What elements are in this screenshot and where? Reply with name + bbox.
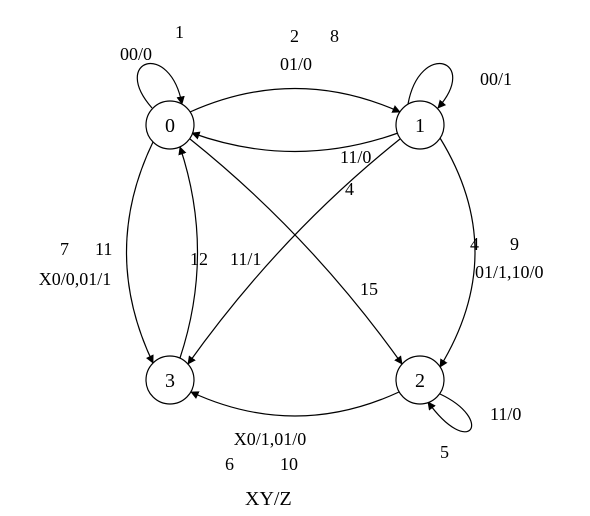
footer-legend: XY/Z [245, 488, 292, 510]
label-e-1-2: 01/1,10/0 [475, 262, 544, 282]
label-e-0-1: 01/0 [280, 54, 312, 74]
annot-12: 12 [190, 249, 208, 269]
annot-11: 11 [95, 239, 112, 259]
label-e-1-0: 11/0 [340, 147, 371, 167]
annot-15: 15 [360, 279, 378, 299]
annot-10: 10 [280, 454, 298, 474]
annot-1: 1 [175, 22, 184, 42]
state-node-3: 3 [146, 356, 194, 404]
label-loop1: 00/1 [480, 69, 512, 89]
state-node-1: 1 [396, 101, 444, 149]
state-node-0: 0 [146, 101, 194, 149]
label-e-0-3: X0/0,01/1 [39, 269, 112, 289]
annot-4a: 4 [345, 179, 354, 199]
label-e-2-3: X0/1,01/0 [234, 429, 307, 449]
label-loop0: 00/0 [120, 44, 152, 64]
annot-9: 9 [510, 234, 519, 254]
state-label-3: 3 [165, 370, 175, 392]
annot-8: 8 [330, 26, 339, 46]
edge-0-2 [190, 139, 402, 364]
annot-7: 7 [60, 239, 69, 259]
edge-2-3 [191, 392, 399, 416]
annot-6: 6 [225, 454, 234, 474]
edge-0-3 [127, 142, 154, 363]
edge-0-1 [190, 89, 400, 113]
state-label-2: 2 [415, 370, 425, 392]
annot-5: 5 [440, 442, 449, 462]
annot-4b: 4 [470, 234, 479, 254]
state-label-1: 1 [415, 115, 425, 137]
state-node-2: 2 [396, 356, 444, 404]
annot-2: 2 [290, 26, 299, 46]
label-loop2: 11/0 [490, 404, 521, 424]
edge-1-3 [188, 139, 400, 364]
label-e-3-0: 11/1 [230, 249, 261, 269]
state-label-0: 0 [165, 115, 175, 137]
